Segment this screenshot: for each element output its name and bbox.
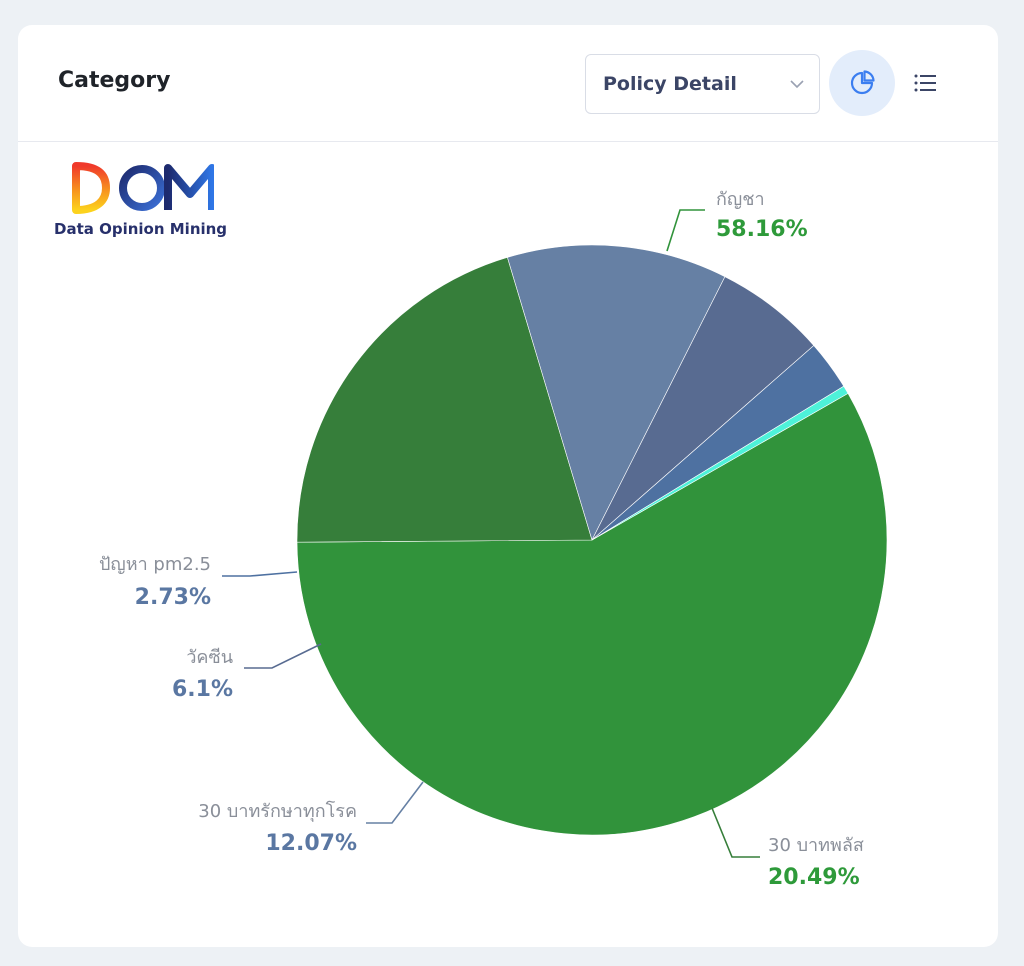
slice-label: ปัญหา pm2.5 bbox=[99, 554, 211, 575]
list-view-button[interactable] bbox=[908, 65, 944, 101]
slice-value: 20.49% bbox=[768, 865, 860, 890]
pie-slice[interactable] bbox=[296, 257, 593, 543]
chevron-down-icon bbox=[789, 76, 805, 96]
pie-slice[interactable] bbox=[507, 244, 726, 541]
slice-value: 2.73% bbox=[135, 585, 211, 610]
dom-logo: Data Opinion Mining bbox=[54, 160, 227, 238]
slice-label: กัญชา bbox=[716, 189, 765, 210]
leader-line bbox=[666, 209, 705, 252]
leader-line bbox=[711, 807, 760, 858]
leader-line bbox=[222, 571, 298, 577]
policy-select-value: Policy Detail bbox=[603, 73, 737, 95]
slice-value: 58.16% bbox=[716, 217, 808, 242]
pie-slice[interactable] bbox=[296, 392, 888, 836]
list-icon bbox=[914, 74, 936, 92]
pie-view-button[interactable] bbox=[829, 50, 895, 116]
slice-label: 30 บาทรักษาทุกโรค bbox=[198, 800, 357, 822]
slice-label: 30 บาทพลัส bbox=[768, 835, 864, 856]
pie-slice[interactable] bbox=[591, 385, 849, 541]
slice-value: 6.1% bbox=[172, 677, 233, 702]
logo-text: Data Opinion Mining bbox=[54, 220, 228, 238]
pie-chart-icon bbox=[850, 70, 875, 95]
leader-line bbox=[366, 781, 424, 824]
card-title: Category bbox=[58, 68, 171, 93]
policy-select[interactable]: Policy Detail bbox=[585, 54, 820, 114]
card-header: Category Policy Detail bbox=[18, 25, 998, 142]
slice-label: วัคซีน bbox=[186, 647, 233, 668]
dom-logo-mark bbox=[72, 162, 216, 214]
slice-value: 12.07% bbox=[265, 831, 357, 856]
leader-line bbox=[244, 643, 322, 669]
